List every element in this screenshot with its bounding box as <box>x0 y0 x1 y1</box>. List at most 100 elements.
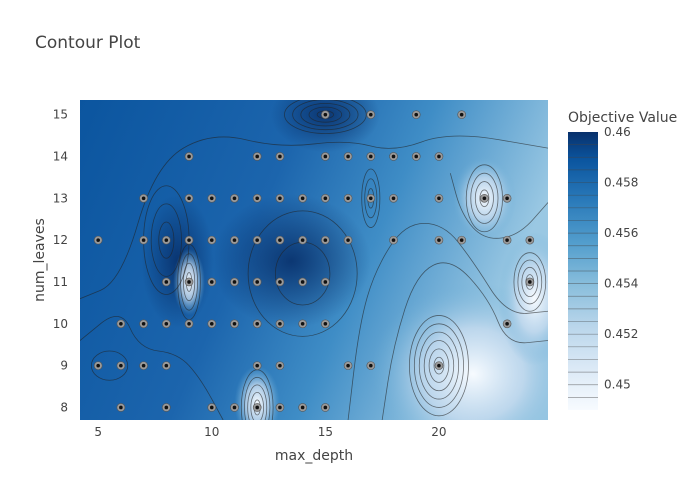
trial-point[interactable] <box>162 277 171 287</box>
trial-point[interactable] <box>252 194 262 203</box>
trial-point[interactable] <box>321 277 330 287</box>
trial-point[interactable] <box>116 361 126 370</box>
trial-point[interactable] <box>321 110 330 119</box>
trial-point[interactable] <box>230 235 239 245</box>
contour-line <box>347 222 548 420</box>
trial-point[interactable] <box>252 361 262 370</box>
y-axis: 8 9 10 11 12 13 14 15 <box>53 108 68 415</box>
trial-point[interactable] <box>162 319 171 329</box>
trial-point[interactable] <box>366 361 376 370</box>
trial-point[interactable] <box>434 361 444 370</box>
trial-point[interactable] <box>366 194 376 203</box>
trial-point[interactable] <box>162 403 171 412</box>
trial-point[interactable] <box>139 194 148 203</box>
trial-point[interactable] <box>116 319 126 329</box>
trial-point[interactable] <box>480 194 489 203</box>
trial-point[interactable] <box>275 319 285 329</box>
trial-point[interactable] <box>252 403 262 412</box>
trial-point[interactable] <box>321 319 330 329</box>
contour-line <box>244 376 271 420</box>
contour-line <box>182 262 196 302</box>
trial-point[interactable] <box>230 277 239 287</box>
trial-point[interactable] <box>298 235 307 245</box>
trial-point[interactable] <box>275 152 285 161</box>
trial-point[interactable] <box>252 277 262 287</box>
trial-point[interactable] <box>321 152 330 161</box>
contour-line <box>247 384 268 420</box>
trial-point[interactable] <box>366 152 376 161</box>
trial-point[interactable] <box>321 194 330 203</box>
trial-point[interactable] <box>321 403 330 412</box>
x-tick-label: 15 <box>318 425 333 439</box>
trial-point[interactable] <box>252 319 262 329</box>
colorbar-tick-label: 0.45 <box>604 378 631 392</box>
trial-point[interactable] <box>93 361 103 370</box>
trial-point[interactable] <box>93 235 103 245</box>
trial-point[interactable] <box>298 319 307 329</box>
trial-point[interactable] <box>502 235 512 245</box>
contour-line <box>250 391 264 420</box>
trial-point[interactable] <box>275 277 285 287</box>
contour-line <box>300 102 351 127</box>
contour-fill-regions <box>141 100 548 420</box>
trial-point[interactable] <box>298 194 307 203</box>
trial-point[interactable] <box>411 152 421 161</box>
trial-point[interactable] <box>389 152 398 161</box>
trial-point[interactable] <box>366 110 376 119</box>
trial-point[interactable] <box>298 277 307 287</box>
trial-point[interactable] <box>116 403 126 412</box>
trial-point[interactable] <box>184 235 194 245</box>
trial-point[interactable] <box>230 319 239 329</box>
trial-point[interactable] <box>184 194 194 203</box>
trial-point[interactable] <box>139 361 148 370</box>
trial-point[interactable] <box>434 235 444 245</box>
trial-point[interactable] <box>343 361 353 370</box>
trial-point[interactable] <box>162 235 171 245</box>
trial-point[interactable] <box>230 403 239 412</box>
trial-point[interactable] <box>207 277 217 287</box>
trial-point[interactable] <box>343 194 353 203</box>
trial-point[interactable] <box>162 361 171 370</box>
contour-line <box>474 181 494 216</box>
trial-point[interactable] <box>207 235 217 245</box>
y-tick-label: 12 <box>53 233 68 247</box>
trial-point[interactable] <box>502 319 512 329</box>
trial-point[interactable] <box>207 403 217 412</box>
colorbar-tick-label: 0.452 <box>604 327 638 341</box>
trial-point[interactable] <box>525 235 535 245</box>
trial-point[interactable] <box>184 319 194 329</box>
trial-point[interactable] <box>389 194 398 203</box>
trial-point[interactable] <box>389 235 398 245</box>
trial-point[interactable] <box>525 277 535 287</box>
trial-point[interactable] <box>343 152 353 161</box>
trial-point[interactable] <box>207 319 217 329</box>
trial-point[interactable] <box>434 152 444 161</box>
trial-point[interactable] <box>275 194 285 203</box>
contour-line <box>308 106 343 123</box>
trial-point[interactable] <box>184 152 194 161</box>
trial-point[interactable] <box>275 403 285 412</box>
trial-point[interactable] <box>321 235 330 245</box>
trial-point[interactable] <box>411 110 421 119</box>
x-tick-label: 5 <box>94 425 102 439</box>
trial-point[interactable] <box>502 194 512 203</box>
trial-point[interactable] <box>275 235 285 245</box>
trial-point[interactable] <box>434 194 444 203</box>
trial-point[interactable] <box>252 152 262 161</box>
trial-point[interactable] <box>252 235 262 245</box>
trial-point[interactable] <box>139 319 148 329</box>
trial-point[interactable] <box>298 403 307 412</box>
trial-point[interactable] <box>230 194 239 203</box>
trial-point[interactable] <box>343 235 353 245</box>
trial-point[interactable] <box>139 235 148 245</box>
trial-point[interactable] <box>275 361 285 370</box>
trial-point[interactable] <box>457 110 466 119</box>
contour-line <box>80 316 224 420</box>
dark-region-center <box>211 194 371 328</box>
trial-point[interactable] <box>207 194 217 203</box>
trial-point[interactable] <box>184 277 194 287</box>
contour-line <box>465 164 503 233</box>
trial-point[interactable] <box>457 235 466 245</box>
contour-line <box>150 203 182 277</box>
